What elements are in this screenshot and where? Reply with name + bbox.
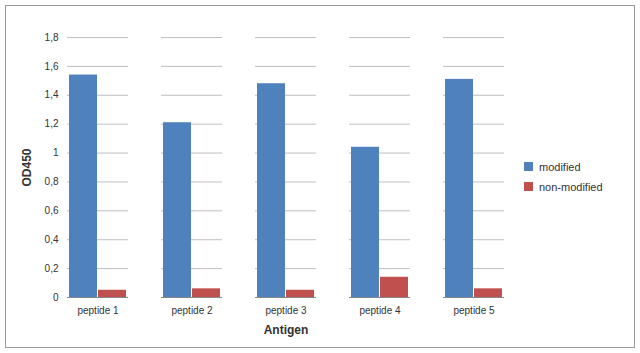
svg-text:0,8: 0,8 [45,176,59,187]
html-text:non-modified: non-modified [539,180,603,193]
svg-text:1,8: 1,8 [45,31,59,42]
svg-text:1: 1 [53,147,59,158]
svg-text:peptide 1: peptide 1 [77,304,119,315]
svg-text:1,2: 1,2 [45,118,59,129]
svg-text:peptide 2: peptide 2 [171,304,213,315]
svg-text:peptide 4: peptide 4 [359,304,401,315]
svg-text:0: 0 [53,291,59,302]
svg-text:0,6: 0,6 [45,205,59,216]
svg-text:0,4: 0,4 [45,233,59,244]
html-text:modified: modified [539,160,581,173]
svg-text:Antigen: Antigen [264,322,309,336]
svg-text:OD450: OD450 [20,148,34,186]
svg-text:1,6: 1,6 [45,60,59,71]
svg-text:peptide 5: peptide 5 [453,304,495,315]
svg-text:peptide 3: peptide 3 [265,304,307,315]
svg-text:0,2: 0,2 [45,262,59,273]
svg-text:1,4: 1,4 [45,89,59,100]
